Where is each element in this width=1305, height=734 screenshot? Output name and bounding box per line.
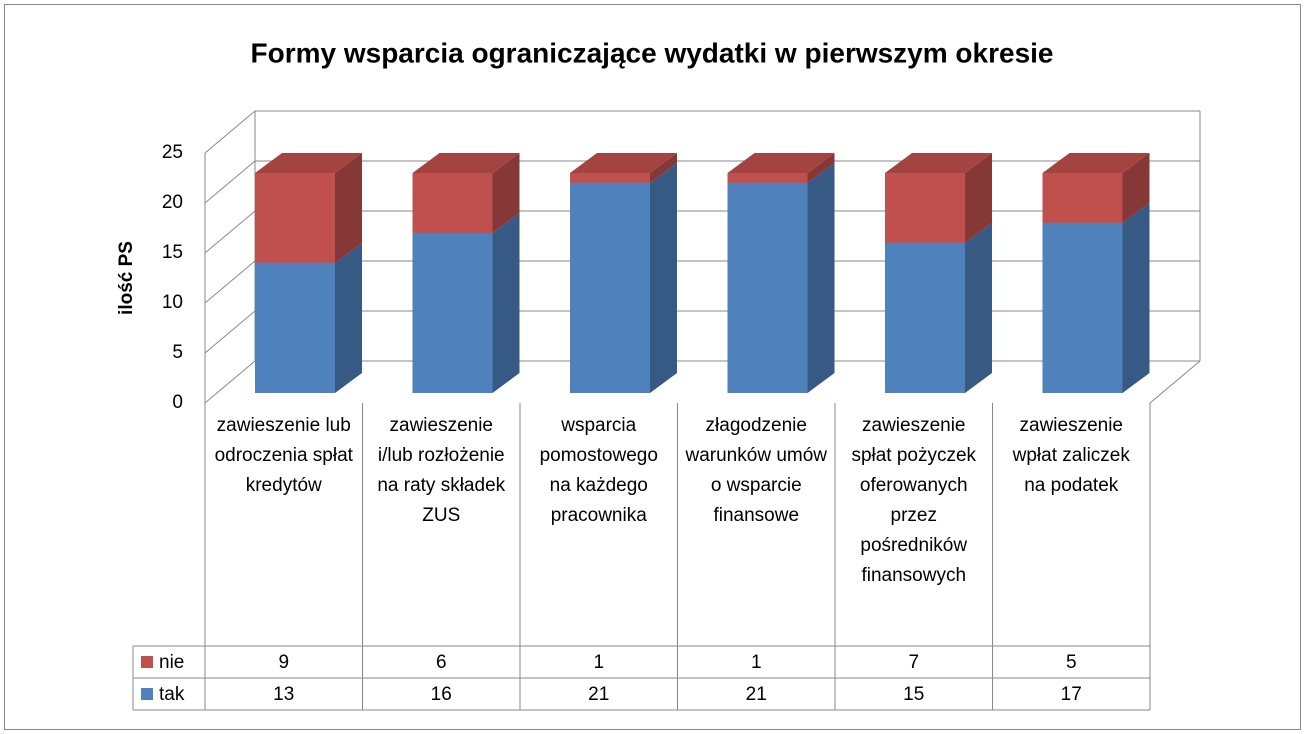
bar-top: [255, 153, 362, 173]
category-cell: wsparcia pomostowego na każdego pracowni…: [539, 415, 658, 526]
bar-side: [335, 153, 362, 263]
bar-side: [1122, 153, 1150, 223]
bar-top: [412, 153, 520, 173]
y-axis-label: ilość PS: [116, 241, 137, 315]
grid-segment: [204, 210, 256, 254]
bar-front: [727, 173, 808, 183]
bar-front: [1042, 223, 1123, 393]
y-tick-label: 15: [162, 242, 183, 263]
table-value: 1: [593, 652, 604, 673]
bar-front: [412, 233, 493, 393]
bar-side: [650, 153, 677, 183]
bar-front: [570, 183, 650, 393]
category-cell: zawieszenie spłat pożyczek oferowanych p…: [851, 415, 977, 586]
bar-segment: [570, 153, 677, 183]
legend-key: [141, 688, 153, 700]
grid-line: [204, 110, 1200, 154]
bar-segment: [570, 163, 677, 393]
bar-front: [255, 263, 335, 393]
grid-segment: [204, 360, 256, 404]
legend-key: [141, 656, 153, 668]
chart-title: Formy wsparcia ograniczające wydatki w p…: [250, 37, 1053, 68]
bar-side: [335, 243, 362, 393]
bar-front: [255, 173, 335, 263]
bar-front: [570, 173, 650, 183]
category-cell: zawieszenie i/lub rozłożenie na raty skł…: [377, 415, 506, 526]
bar-segment: [885, 153, 992, 243]
table-value: 21: [588, 684, 609, 705]
bar-front: [412, 173, 493, 233]
bar-segment: [885, 223, 992, 393]
bar-segment: [1042, 153, 1150, 223]
table-value: 6: [436, 652, 447, 673]
table-value: 16: [431, 684, 452, 705]
y-tick-label: 0: [172, 392, 183, 413]
table-value: 5: [1066, 652, 1077, 673]
category-cell: zawieszenie lub odroczenia spłat kredytó…: [214, 415, 353, 496]
bar-side: [492, 153, 520, 233]
grid-segment: [204, 260, 256, 304]
bar-segment: [727, 163, 835, 393]
table-value: 15: [903, 684, 924, 705]
y-tick-label: 25: [162, 142, 183, 163]
x-tick-label: zawieszenie lub odroczenia spłat kredytó…: [214, 415, 353, 496]
bar-top: [727, 153, 835, 173]
bar-top: [885, 153, 992, 173]
bar-segment: [727, 153, 835, 183]
bar-top: [570, 153, 677, 173]
grid-line: [204, 160, 1200, 204]
legend-label: tak: [159, 684, 185, 705]
bar-front: [885, 173, 965, 243]
x-tick-label: wsparcia pomostowego na każdego pracowni…: [539, 415, 658, 526]
bar-segment: [255, 243, 362, 393]
bar-side: [807, 153, 835, 183]
bar-front: [1042, 173, 1123, 223]
bar-segment: [412, 153, 520, 233]
table-value: 9: [278, 652, 289, 673]
grid-segment: [204, 310, 256, 354]
category-cell: złagodzenie warunków umów o wsparcie fin…: [685, 415, 828, 526]
grid-segment: [204, 110, 256, 154]
bar-side: [1122, 203, 1150, 393]
x-tick-label: zawieszenie wpłat zaliczek na podatek: [1012, 415, 1130, 496]
x-tick-label: zawieszenie i/lub rozłożenie na raty skł…: [377, 415, 506, 526]
table-value: 1: [751, 652, 762, 673]
y-tick-label: 10: [162, 292, 183, 313]
x-tick-label: zawieszenie spłat pożyczek oferowanych p…: [851, 415, 977, 586]
bar-top: [1042, 153, 1150, 173]
table-value: 21: [746, 684, 767, 705]
category-cell: zawieszenie wpłat zaliczek na podatek: [1012, 415, 1130, 496]
grid-segment: [204, 160, 256, 204]
bar-segment: [1042, 203, 1150, 393]
table-value: 7: [908, 652, 919, 673]
table-value: 17: [1061, 684, 1082, 705]
y-tick-label: 20: [162, 192, 183, 213]
bar-segment: [255, 153, 362, 263]
y-tick-label: 5: [172, 342, 183, 363]
bar-front: [727, 183, 808, 393]
x-tick-label: złagodzenie warunków umów o wsparcie fin…: [685, 415, 828, 526]
bar-side: [807, 163, 835, 393]
bar-side: [650, 163, 677, 393]
bar-front: [885, 243, 965, 393]
legend-label: nie: [159, 652, 184, 673]
bar-side: [965, 153, 992, 243]
table-value: 13: [273, 684, 294, 705]
bar-side: [492, 213, 520, 393]
floor-edge: [1149, 360, 1201, 404]
bar-side: [965, 223, 992, 393]
bar-segment: [412, 213, 520, 393]
